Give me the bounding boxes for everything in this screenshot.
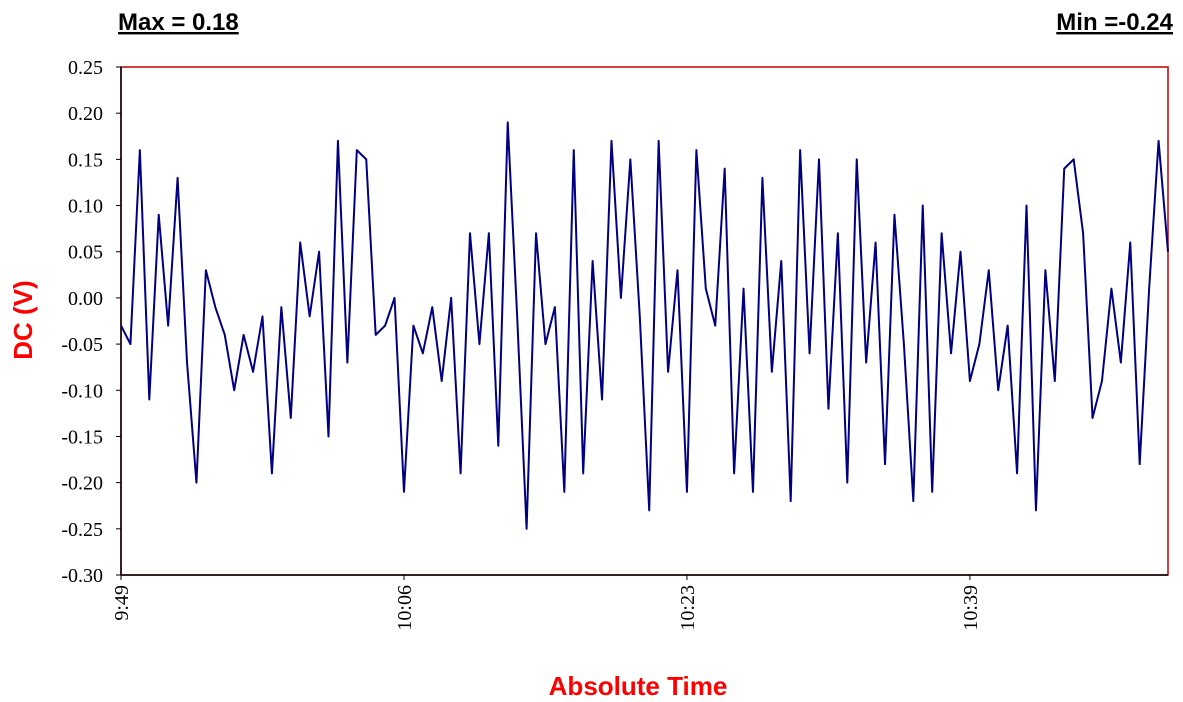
- y-tick-label: -0.30: [61, 565, 103, 587]
- y-tick-label: 0.05: [68, 242, 103, 264]
- min-annotation: Min =-0.24: [1056, 9, 1173, 36]
- y-axis-title: DC (V): [8, 280, 38, 359]
- y-tick-label: -0.25: [61, 519, 103, 541]
- y-tick-label: 0.25: [68, 57, 103, 79]
- y-tick-label: -0.20: [61, 473, 103, 495]
- x-tick-label: 10:39: [960, 585, 982, 631]
- y-tick-label: 0.00: [68, 288, 103, 310]
- y-tick-label: 0.10: [68, 196, 103, 218]
- x-tick-label: 10:06: [394, 585, 416, 631]
- y-tick-label: 0.15: [68, 149, 103, 171]
- x-tick-label: 9:49: [111, 585, 133, 621]
- y-tick-label: -0.10: [61, 380, 103, 402]
- max-annotation: Max = 0.18: [118, 9, 239, 36]
- y-tick-label: 0.20: [68, 103, 103, 125]
- x-axis-title: Absolute Time: [549, 671, 728, 701]
- plot-frame: [120, 66, 1169, 576]
- x-tick-label: 10:23: [677, 585, 699, 631]
- y-tick-label: -0.15: [61, 426, 103, 448]
- y-tick-label: -0.05: [61, 334, 103, 356]
- data-line: [120, 121, 1169, 530]
